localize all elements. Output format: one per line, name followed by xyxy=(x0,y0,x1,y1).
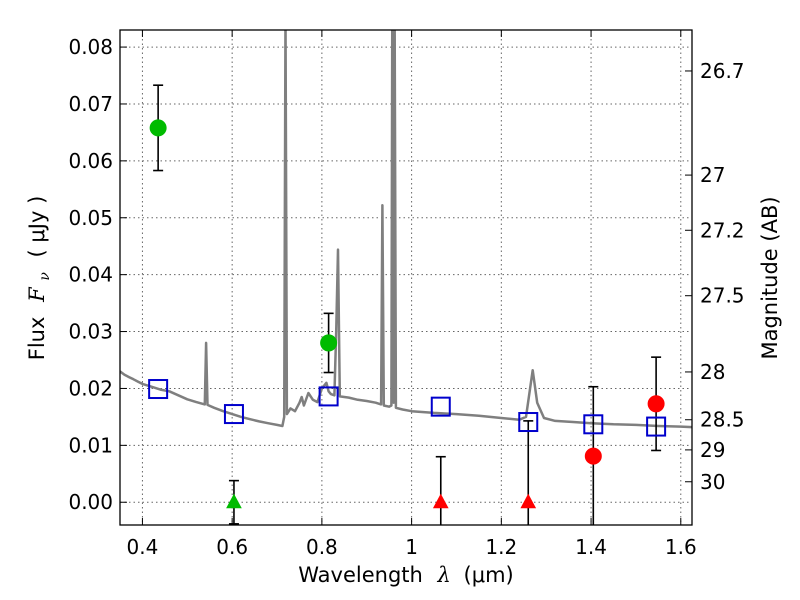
grid xyxy=(120,30,692,525)
x-tick-label: 1 xyxy=(405,535,418,559)
plot-frame xyxy=(119,29,693,526)
x-axis-label-prefix: Wavelength xyxy=(298,563,423,587)
x-axis-label-symbol: λ xyxy=(437,563,451,587)
y2-tick-label: 27 xyxy=(700,163,725,187)
x-tick-label: 0.6 xyxy=(216,535,248,559)
y-tick-label: 0.00 xyxy=(68,490,113,514)
y2-tick-label: 28.5 xyxy=(700,408,745,432)
x-tick-label: 1.6 xyxy=(665,535,697,559)
markers xyxy=(148,119,667,509)
x-axis-label: Wavelength λ (μm) xyxy=(298,563,513,587)
y-axis-label-subscript: ν xyxy=(37,272,53,281)
model-spectrum-layer xyxy=(120,30,692,429)
x-axis-label-suffix: (μm) xyxy=(464,563,514,587)
nondetections-red-point xyxy=(520,493,537,509)
y-tick-label: 0.01 xyxy=(68,433,113,457)
y-tick-label: 0.08 xyxy=(68,35,113,59)
y-axis-label-prefix: Flux xyxy=(25,317,49,361)
model-bandflux-point xyxy=(318,386,339,407)
y-tick-label: 0.06 xyxy=(68,149,113,173)
model-spectrum-line xyxy=(120,30,692,429)
model-bandflux-point xyxy=(430,396,451,417)
nondetections-green-point xyxy=(226,493,242,509)
x-tick-label: 1.4 xyxy=(575,535,607,559)
detections-green-point xyxy=(149,119,167,137)
y2-tick-label: 29 xyxy=(700,438,725,462)
y2-tick-label: 26.7 xyxy=(700,59,745,83)
y-axis-label-symbol: F xyxy=(25,286,49,303)
y2-tick-label: 30 xyxy=(700,470,725,494)
ticks xyxy=(120,30,692,525)
y-axis-label-suffix: ( μJy ) xyxy=(25,196,49,258)
x-tick-label: 1.2 xyxy=(485,535,517,559)
model-bandflux-point xyxy=(583,414,604,435)
model-bandflux-point xyxy=(646,416,667,437)
tick-labels: 0.4 0.6 0.8 1 1.2 1.4 1.6 0.00 0.01 0.02 0.03 0.04 0… xyxy=(68,35,744,559)
model-bandflux-point xyxy=(223,404,244,425)
detections-green-point xyxy=(320,334,338,352)
y2-tick-label: 27.2 xyxy=(700,218,745,242)
model-bandflux-point xyxy=(518,412,539,433)
y2-tick-label: 27.5 xyxy=(700,284,745,308)
y2-axis-label: Magnitude (AB) xyxy=(758,196,782,359)
y-tick-label: 0.02 xyxy=(68,376,113,400)
x-tick-label: 0.4 xyxy=(127,535,159,559)
detections-red-point xyxy=(584,447,602,465)
x-tick-label: 0.8 xyxy=(306,535,338,559)
y-tick-label: 0.05 xyxy=(68,206,113,230)
y2-tick-label: 28 xyxy=(700,360,725,384)
detections-red-point xyxy=(647,395,665,413)
y-tick-label: 0.07 xyxy=(68,92,113,116)
plot-background xyxy=(120,30,692,525)
nondetections-red-point xyxy=(432,493,449,509)
y-tick-label: 0.03 xyxy=(68,320,113,344)
y-axis-label: Flux F ν ( μJy ) xyxy=(25,196,54,361)
model-bandflux-point xyxy=(148,379,169,400)
y-tick-label: 0.04 xyxy=(68,263,113,287)
